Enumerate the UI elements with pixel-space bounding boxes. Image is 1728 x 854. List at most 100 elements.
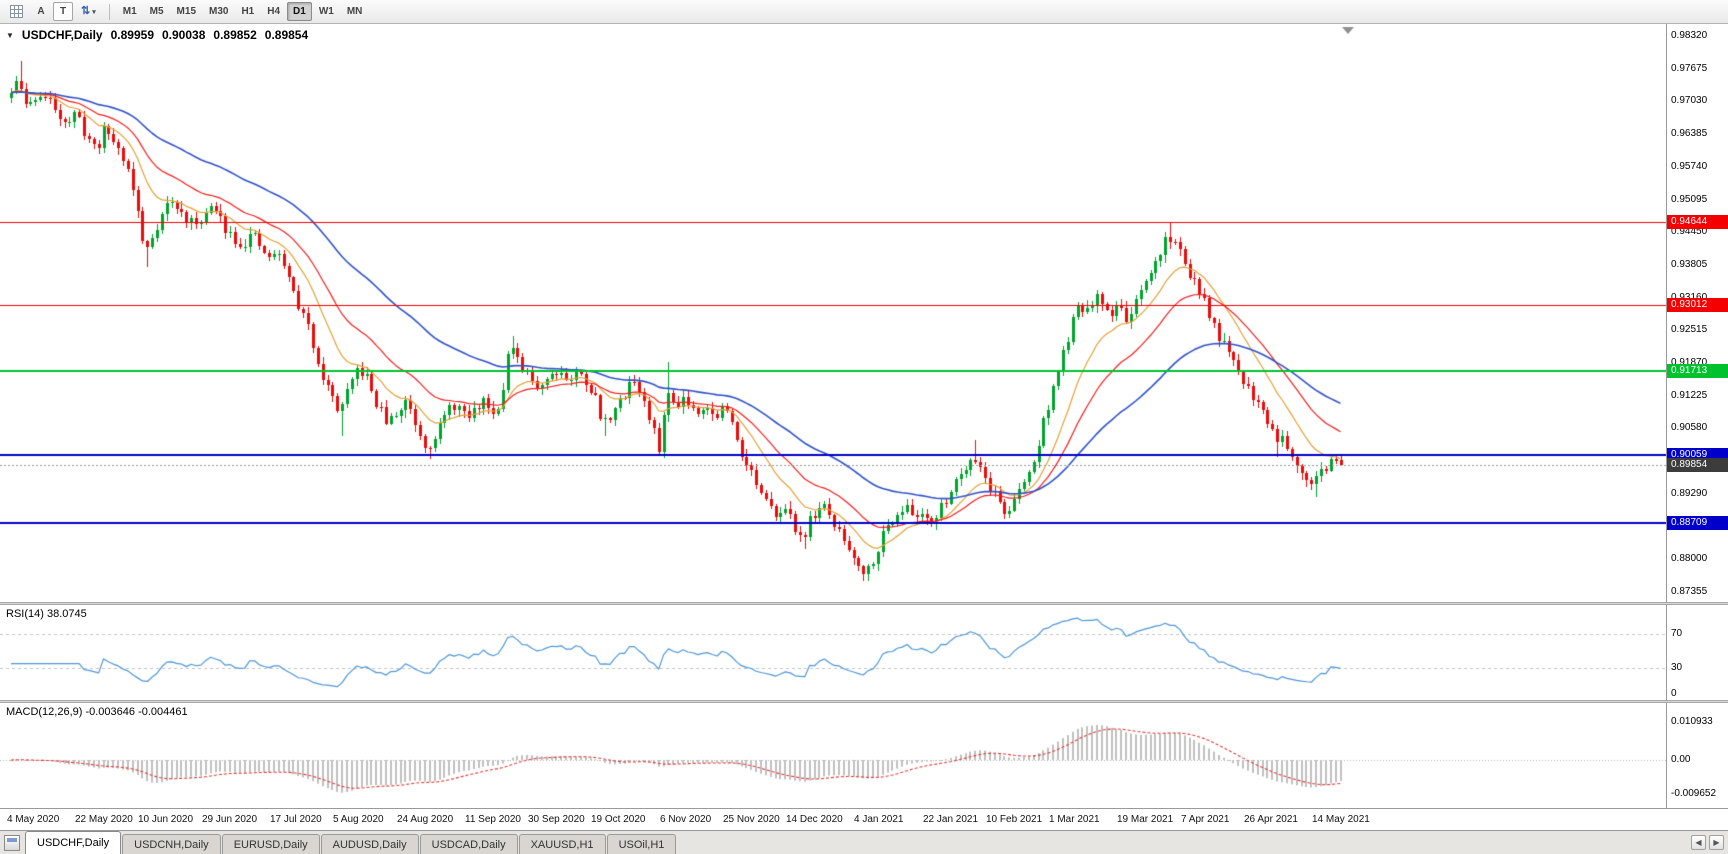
price-axis-label: 0.93805 [1671,259,1708,270]
price-axis-label: 0.96385 [1671,128,1708,139]
panel-splitter-macd[interactable] [0,700,1728,703]
main-chart-canvas[interactable] [0,24,1666,602]
level-price-badge: 0.88709 [1667,516,1728,530]
date-axis-label: 17 Jul 2020 [270,814,322,825]
chevron-down-icon: ▾ [92,8,96,16]
rsi-axis-label: 30 [1671,662,1683,673]
price-axis-label: 0.95095 [1671,194,1708,205]
date-axis-label: 25 Nov 2020 [723,814,780,825]
timeframe-h4-button[interactable]: H4 [261,2,286,21]
rsi-axis-label: 70 [1671,628,1683,639]
panel-splitter-rsi[interactable] [0,602,1728,605]
ohlc-open: 0.89959 [110,28,154,42]
timeframe-d1-button[interactable]: D1 [287,2,312,21]
date-axis-label: 19 Oct 2020 [591,814,646,825]
macd-label: MACD(12,26,9) -0.003646 -0.004461 [6,706,188,718]
text-tool-button[interactable]: T [53,2,73,21]
timeframe-m15-button[interactable]: M15 [171,2,202,21]
price-axis[interactable]: 0.98320 0.97675 0.97030 0.96385 0.95740 0.950… [1666,24,1728,808]
price-axis-label: 0.91225 [1671,390,1708,401]
timeframe-w1-button[interactable]: W1 [313,2,340,21]
date-axis-label: 6 Nov 2020 [660,814,712,825]
date-axis-label: 1 Mar 2021 [1049,814,1100,825]
ohlc-low: 0.89852 [213,28,257,42]
timeframe-mn-button[interactable]: MN [341,2,369,21]
price-axis-label: 0.93160 [1671,292,1707,303]
toolbar-separator [108,3,110,20]
timeframe-h1-button[interactable]: H1 [235,2,260,21]
date-axis-label: 11 Sep 2020 [465,814,521,825]
chart-tab-bar: USDCHF,Daily USDCNH,Daily EURUSD,Daily AUDU… [0,830,1728,854]
sort-arrows-button[interactable]: ⇅ ▾ [75,2,102,21]
timeframe-m30-button[interactable]: M30 [203,2,234,21]
macd-axis-label: 0.00 [1671,754,1691,765]
date-axis-label: 22 May 2020 [75,814,133,825]
chart-tab-usdcad[interactable]: USDCAD,Daily [419,834,518,854]
chart-tab-audusd[interactable]: AUDUSD,Daily [320,834,419,854]
date-axis-label: 14 Dec 2020 [786,814,843,825]
ohlc-high: 0.90038 [162,28,206,42]
price-axis-label: 0.97675 [1671,63,1708,74]
date-axis-label: 10 Jun 2020 [138,814,194,825]
chart-area: ▼ USDCHF,Daily 0.89959 0.90038 0.89852 0… [0,23,1728,831]
date-axis-label: 7 Apr 2021 [1181,814,1230,825]
date-axis-label: 26 Apr 2021 [1244,814,1298,825]
date-axis[interactable]: 4 May 2020 22 May 2020 10 Jun 2020 29 Jun 2… [0,808,1728,830]
current-price-badge: 0.89854 [1667,458,1728,472]
chart-title-bar: ▼ USDCHF,Daily 0.89959 0.90038 0.89852 0… [6,28,308,42]
level-price-badge: 0.93012 [1667,298,1728,312]
level-price-badge: 0.94644 [1667,215,1728,229]
date-axis-label: 14 May 2021 [1312,814,1370,825]
date-axis-label: 24 Aug 2020 [397,814,454,825]
text-tool-label: T [59,6,67,17]
window-icon[interactable] [4,835,20,851]
timeframe-m5-button[interactable]: M5 [144,2,170,21]
macd-canvas[interactable] [0,703,1666,808]
grid-icon [10,5,23,18]
date-axis-label: 4 May 2020 [7,814,60,825]
price-axis-label: 0.90580 [1671,422,1708,433]
date-axis-label: 4 Jan 2021 [854,814,904,825]
price-axis-label: 0.97030 [1671,95,1708,106]
date-axis-label: 29 Jun 2020 [202,814,258,825]
rsi-canvas[interactable] [0,605,1666,700]
grid-tool-button[interactable] [4,2,29,21]
annotation-a-label: A [37,6,45,17]
timeframe-m1-button[interactable]: M1 [117,2,143,21]
rsi-label: RSI(14) 38.0745 [6,608,87,620]
price-axis-label: 0.88000 [1671,553,1708,564]
ohlc-close: 0.89854 [264,28,309,42]
macd-axis-label: 0.010933 [1671,716,1713,727]
macd-axis-label: -0.009652 [1671,788,1717,799]
chart-tabs: USDCHF,Daily USDCNH,Daily EURUSD,Daily AUDU… [25,830,677,854]
chart-tab-eurusd[interactable]: EURUSD,Daily [221,834,320,854]
price-axis-label: 0.95740 [1671,161,1708,172]
date-axis-label: 5 Aug 2020 [333,814,384,825]
chart-tab-xauusd[interactable]: XAUUSD,H1 [518,834,606,854]
rsi-axis-label: 0 [1671,688,1677,699]
tab-scroll-left-button[interactable]: ◀ [1691,835,1706,850]
date-axis-label: 10 Feb 2021 [986,814,1043,825]
annotation-a-button[interactable]: A [31,2,51,21]
level-price-badge: 0.91713 [1667,364,1728,378]
date-axis-label: 22 Jan 2021 [923,814,979,825]
tab-scroll-right-button[interactable]: ▶ [1709,835,1724,850]
price-axis-label: 0.94450 [1671,226,1708,237]
collapse-triangle-icon[interactable]: ▼ [6,30,14,40]
price-axis-label: 0.87355 [1671,586,1708,597]
up-down-arrows-icon: ⇅ [81,5,91,17]
price-axis-label: 0.91870 [1671,357,1708,368]
price-axis-label: 0.89290 [1671,488,1708,499]
chart-symbol-label: USDCHF,Daily [21,28,103,42]
price-axis-label: 0.92515 [1671,324,1708,335]
chart-tab-usdchf[interactable]: USDCHF,Daily [25,831,122,854]
chart-tab-usoil[interactable]: USOil,H1 [606,834,677,854]
timeframe-group: M1 M5 M15 M30 H1 H4 D1 W1 MN [117,2,369,21]
price-axis-label: 0.98320 [1671,30,1708,41]
tab-scroll-group: ◀ ▶ [1691,835,1724,850]
date-axis-label: 19 Mar 2021 [1117,814,1174,825]
date-axis-label: 30 Sep 2020 [528,814,585,825]
chart-tab-usdcnh[interactable]: USDCNH,Daily [122,834,221,854]
toolbar: A T ⇅ ▾ M1 M5 M15 M30 H1 H4 D1 W1 MN [0,0,1728,24]
